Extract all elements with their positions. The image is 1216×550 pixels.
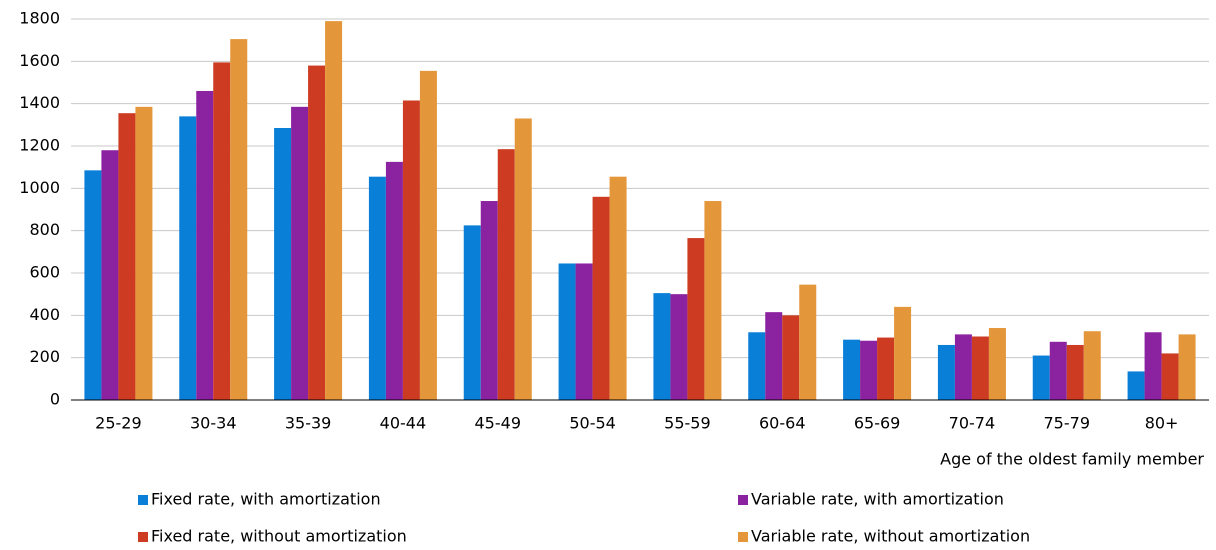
bar [1066, 344, 1084, 400]
x-tick-label: 30-34 [190, 414, 237, 433]
legend-swatch [738, 495, 748, 505]
bar [1178, 334, 1196, 400]
bar [988, 328, 1006, 400]
bar [135, 106, 153, 400]
bar [274, 128, 292, 400]
y-tick-label: 1800 [19, 9, 60, 28]
y-tick-label: 1000 [19, 178, 60, 197]
bar [558, 263, 576, 400]
y-tick-label: 1400 [19, 93, 60, 112]
bar [894, 306, 912, 400]
bar [308, 65, 326, 401]
bar [937, 344, 955, 400]
bar [118, 113, 136, 401]
x-tick-label: 70-74 [949, 414, 996, 433]
bar [101, 150, 119, 400]
bar [230, 39, 248, 400]
legend-swatch [138, 532, 148, 542]
x-tick-label: 80+ [1145, 414, 1179, 433]
x-axis-label: Age of the oldest family member [940, 450, 1204, 469]
x-tick-label: 40-44 [380, 414, 427, 433]
bar [84, 170, 102, 400]
bar [419, 70, 437, 400]
legend-swatch [738, 532, 748, 542]
bar [954, 334, 972, 400]
bar [877, 337, 895, 400]
x-tick-label: 35-39 [285, 414, 332, 433]
bar [609, 176, 627, 400]
x-tick-label: 50-54 [569, 414, 616, 433]
legend-label: Variable rate, without amortization [751, 527, 1030, 546]
y-tick-label: 400 [29, 305, 60, 324]
bar [514, 118, 532, 400]
legend-label: Fixed rate, without amortization [151, 527, 407, 546]
bar [1049, 341, 1067, 400]
bar [402, 100, 420, 400]
bar [1127, 371, 1145, 400]
bar [480, 201, 498, 400]
bar [765, 312, 783, 400]
bar [463, 225, 481, 400]
bar [670, 294, 688, 400]
legend-label: Variable rate, with amortization [751, 490, 1004, 509]
x-tick-label: 60-64 [759, 414, 806, 433]
bar [687, 238, 705, 400]
y-tick-label: 600 [29, 263, 60, 282]
bar [575, 263, 593, 400]
bar [196, 90, 214, 400]
x-tick-label: 65-69 [854, 414, 901, 433]
bar [592, 196, 610, 400]
bar [971, 336, 989, 400]
bar [368, 176, 386, 400]
bar [213, 62, 231, 401]
bar [179, 116, 197, 400]
bar [704, 201, 722, 400]
bar [1032, 355, 1050, 400]
bar [748, 332, 766, 400]
bar [291, 106, 309, 400]
bar [843, 339, 861, 400]
y-tick-label: 200 [29, 347, 60, 366]
bar [1083, 331, 1101, 400]
bar [497, 149, 515, 400]
bar [385, 161, 403, 400]
y-tick-label: 1200 [19, 136, 60, 155]
bar [782, 315, 800, 400]
legend-label: Fixed rate, with amortization [151, 490, 381, 509]
bar [1161, 353, 1179, 400]
y-tick-label: 1600 [19, 51, 60, 70]
bar [653, 293, 671, 400]
y-tick-label: 0 [50, 390, 60, 409]
y-tick-label: 800 [29, 220, 60, 239]
bar [1144, 332, 1162, 400]
bar [325, 21, 343, 400]
x-tick-label: 45-49 [475, 414, 522, 433]
bar [799, 284, 817, 400]
x-tick-label: 75-79 [1044, 414, 1091, 433]
x-tick-label: 55-59 [664, 414, 711, 433]
x-tick-label: 25-29 [95, 414, 142, 433]
legend-swatch [138, 495, 148, 505]
bar [860, 340, 878, 400]
